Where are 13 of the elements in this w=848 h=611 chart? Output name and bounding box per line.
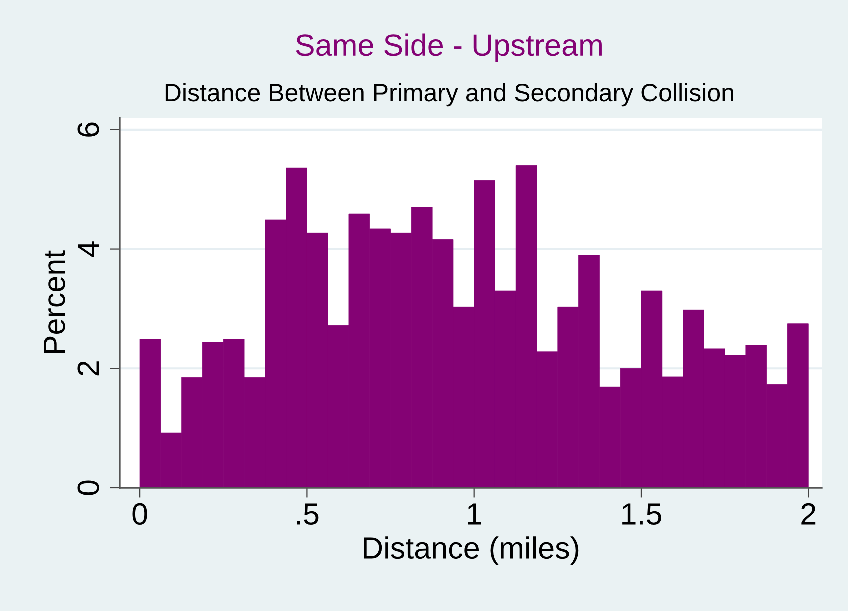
y-tick-label: 0: [78, 480, 100, 496]
y-tick-label: 6: [78, 122, 100, 137]
x-axis-title: Distance (miles): [364, 536, 579, 566]
x-tick-label: 1.5: [622, 504, 662, 526]
y-axis-title: Percent: [44, 250, 66, 354]
chart-title: Same Side - Upstream: [296, 34, 602, 62]
x-tick-label: 1: [468, 504, 482, 525]
x-tick-label: 0: [132, 503, 148, 526]
y-tick-label: 2: [78, 362, 100, 376]
x-tick-label: .5: [297, 504, 319, 526]
y-tick-label: 4: [78, 242, 100, 258]
chart-subtitle: Distance Between Primary and Secondary Collision: [166, 83, 734, 107]
x-tick-label: 2: [802, 503, 816, 525]
